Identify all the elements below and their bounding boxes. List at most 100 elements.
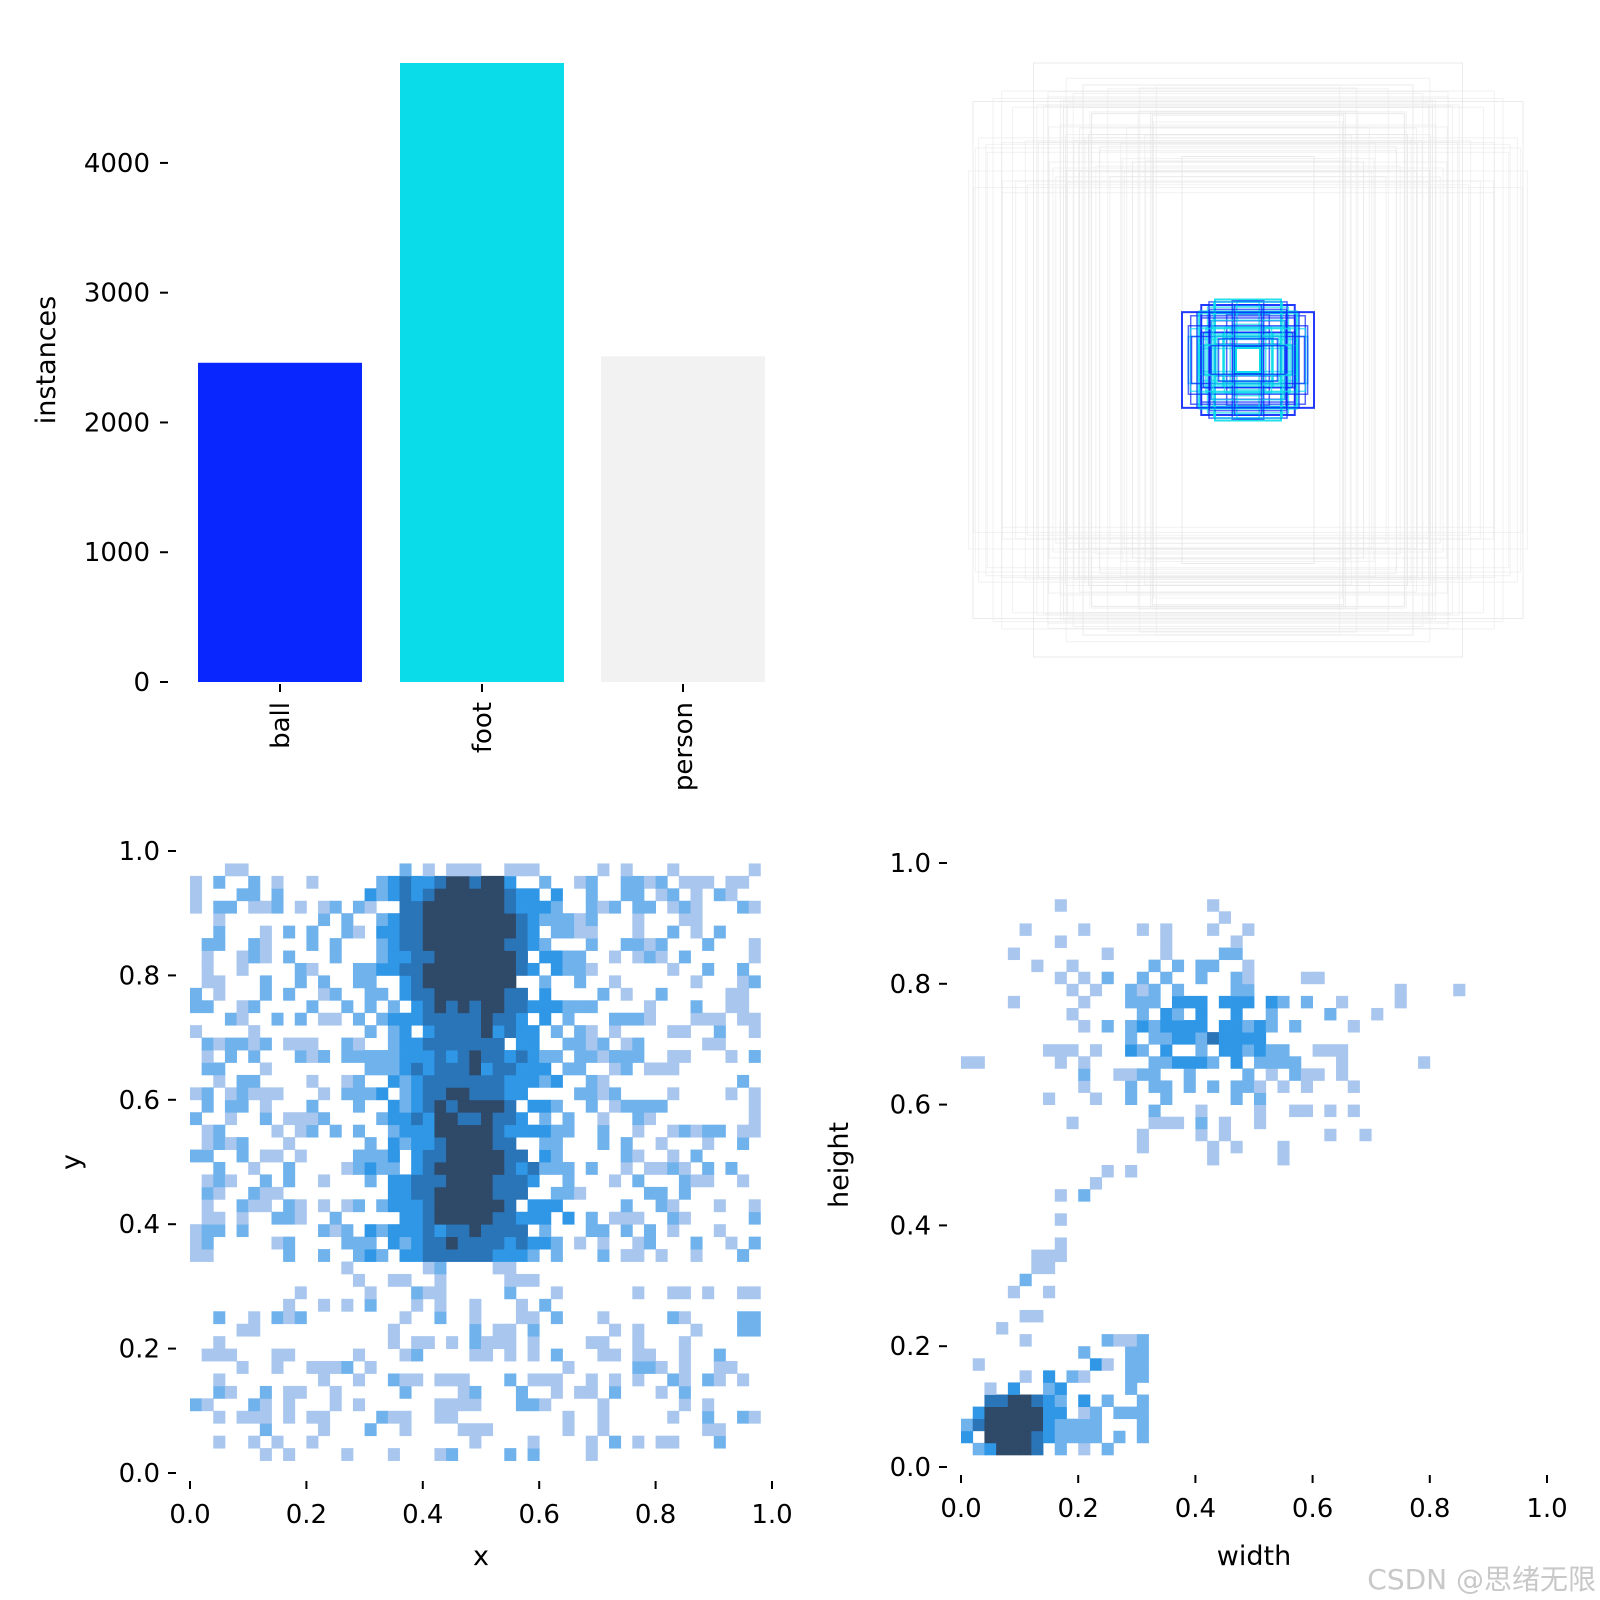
xy-heatmap-cell (702, 875, 715, 889)
xy-heatmap-cell (737, 1124, 750, 1138)
xy-heatmap-cell (550, 1373, 563, 1387)
xy-heatmap-cell (213, 875, 226, 889)
xy-heatmap-cell (574, 1062, 587, 1076)
xy-heatmap-cell (446, 1448, 459, 1461)
xy-heatmap-cell (364, 1249, 377, 1262)
anchor-box-person (1037, 141, 1459, 579)
xy-heatmap-cell (748, 1323, 761, 1337)
xy-heatmap-cell (632, 1236, 645, 1250)
xy-heatmap-cell (643, 1162, 656, 1175)
xy-heatmap-cell (481, 900, 494, 914)
xy-heatmap-cell (737, 1373, 750, 1387)
anchor-box-person (1066, 182, 1430, 538)
xy-heatmap-cell (422, 1224, 435, 1238)
wh-heatmap-cell (1125, 1346, 1138, 1359)
xy-heatmap-cell (411, 1336, 424, 1349)
xy-heatmap-cell (318, 1012, 331, 1026)
xy-heatmap-cell (190, 1149, 203, 1163)
xy-heatmap-cell (725, 1162, 738, 1175)
wh-heatmap-cell (1054, 971, 1067, 985)
wh-heatmap-cell (1183, 1080, 1196, 1093)
xy-heatmap-cell (399, 863, 412, 877)
xy-heatmap-cell (527, 1336, 540, 1349)
wh-heatmap-cell (1183, 1056, 1196, 1069)
xy-heatmap-cell (259, 1410, 272, 1424)
xy-heatmap-cell (632, 1249, 645, 1262)
wh-heatmap-cell (1113, 1068, 1126, 1081)
wh-heatmap-cell (1207, 1080, 1220, 1093)
xy-heatmap-cell (376, 950, 389, 964)
wh-heatmap-cell (984, 1406, 997, 1420)
xy-heatmap-cell (539, 987, 552, 1001)
xy-heatmap-cell (632, 1211, 645, 1225)
xy-heatmap-cell (387, 1174, 400, 1188)
xy-heatmap-cell (713, 1025, 726, 1038)
xy-heatmap-cell (702, 1162, 715, 1175)
xy-heatmap-cell (411, 1224, 424, 1238)
xy-heatmap-cell (527, 1074, 540, 1088)
xy-heatmap-cell (667, 1050, 680, 1063)
xy-heatmap-cell (620, 1012, 633, 1026)
wh-heatmap-cell (1125, 1044, 1138, 1057)
xy-heatmap-cell (376, 962, 389, 976)
anchor-box-foot (1216, 334, 1280, 386)
xy-heatmap-cell (457, 1099, 470, 1113)
anchor-box-ball (1210, 344, 1286, 376)
xy-heatmap-cell (585, 888, 598, 902)
xy-heatmap-cell (562, 1000, 575, 1014)
xy-heatmap-cell (690, 875, 703, 889)
xy-heatmap-cell (643, 1099, 656, 1113)
xy-heatmap-cell (609, 950, 622, 964)
xy-heatmap-cell (422, 1186, 435, 1200)
wh-heatmap-cell (1242, 995, 1255, 1009)
wh-heatmap-cell (1066, 1044, 1079, 1057)
xy-heatmap-cell (643, 1000, 656, 1014)
wh-heatmap-cell (1089, 1358, 1103, 1371)
xy-heatmap-cell (550, 900, 563, 914)
wh-heatmap-cell (1148, 1068, 1161, 1081)
xy-heatmap-cell (399, 925, 412, 939)
xy-heatmap-cell (504, 1124, 517, 1138)
xy-heatmap-cell (690, 1174, 703, 1188)
xy-heatmap-cell (248, 888, 261, 902)
xy-heatmap-cell (283, 1311, 296, 1325)
xy-heatmap-cell (364, 1423, 377, 1437)
xy-heatmap-cell (201, 975, 214, 989)
wh-heatmap-cell (1254, 1092, 1267, 1105)
xy-heatmap-cell (609, 1323, 622, 1337)
xy-heatmap-cell (248, 1000, 261, 1014)
xy-heatmap-cell (271, 1236, 284, 1250)
xy-heatmap-cell (574, 950, 587, 964)
xy-heatmap-cell (492, 1099, 505, 1113)
wh-heatmap-cell (1007, 1382, 1020, 1395)
xy-heatmap-cell (643, 1348, 656, 1362)
xy-heatmap-cell (504, 888, 517, 902)
xy-heatmap-cell (364, 1087, 377, 1101)
xy-heatmap-cell (748, 1286, 761, 1300)
xy-heatmap-cell (283, 1162, 296, 1175)
xy-heatmap-cell (667, 1373, 680, 1387)
wh-heatmap-cell (1113, 1334, 1126, 1347)
xy-heatmap-cell (352, 1099, 365, 1113)
xy-heatmap-cell (655, 1186, 668, 1200)
xy-heatmap-cell (446, 925, 459, 939)
wh-heatmap-cell (1136, 1140, 1149, 1154)
xy-heatmap-cell (213, 1410, 226, 1424)
xy-heatmap-cell (539, 1211, 552, 1225)
xy-heatmap-cell (457, 1249, 470, 1262)
xy-heatmap-cell (399, 1112, 412, 1126)
xy-heatmap-cell (492, 1323, 505, 1337)
wh-x-tick-label: 1.0 (1526, 1494, 1567, 1524)
wh-heatmap-cell (1336, 1044, 1349, 1057)
xy-heatmap-cell (213, 1435, 226, 1449)
xy-heatmap-cell (411, 1099, 424, 1113)
anchor-box-ball (1217, 338, 1279, 382)
xy-heatmap-cell (469, 1311, 482, 1325)
xy-heatmap-cell (702, 1124, 715, 1138)
xy-heatmap-cell (492, 925, 505, 939)
xy-heatmap-cell (271, 888, 284, 902)
xy-heatmap-cell (352, 1087, 365, 1101)
wh-heatmap-cell (972, 1056, 985, 1069)
wh-heatmap-cell (1195, 1032, 1208, 1045)
wh-heatmap-cell (1265, 1007, 1278, 1021)
